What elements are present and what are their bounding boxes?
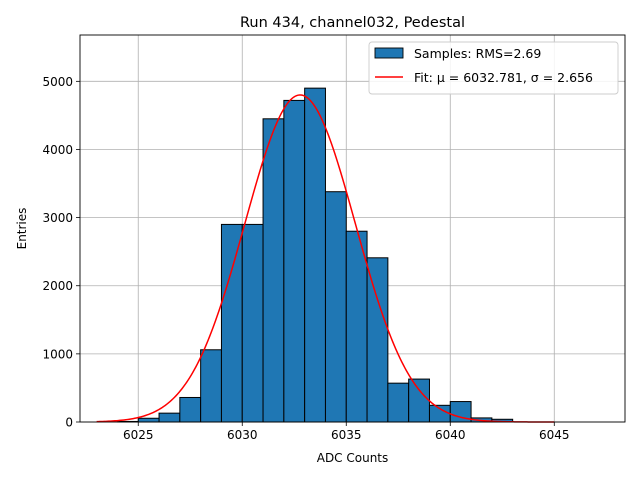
fit-curve-layer	[96, 94, 555, 423]
histogram-bar	[387, 382, 410, 423]
x-tick-label: 6030	[227, 428, 258, 442]
chart-title: Run 434, channel032, Pedestal	[240, 15, 465, 31]
histogram-bar	[324, 191, 347, 423]
y-tick-label: 5000	[42, 75, 73, 89]
histogram-bar	[158, 412, 181, 423]
x-tick-label: 6035	[331, 428, 362, 442]
x-tick-label: 6045	[539, 428, 570, 442]
y-tick-label: 3000	[42, 211, 73, 225]
y-tick-label: 2000	[42, 279, 73, 293]
histogram-bar	[137, 417, 160, 423]
legend-histogram-swatch	[374, 47, 404, 59]
y-tick-label: 0	[65, 416, 73, 430]
legend-histogram-label: Samples: RMS=2.69	[414, 46, 541, 61]
histogram-bar	[345, 230, 368, 423]
legend: Samples: RMS=2.69 Fit: μ = 6032.781, σ =…	[368, 41, 619, 95]
histogram-bar	[283, 99, 306, 423]
histogram-bar	[241, 223, 264, 423]
x-tick-label: 6040	[435, 428, 466, 442]
x-tick-label: 6025	[123, 428, 154, 442]
y-axis-label: Entries	[15, 208, 29, 250]
histogram-bar	[304, 87, 326, 423]
x-axis-ticks: 6025 6030 6035 6040 6045	[123, 422, 570, 442]
histogram-bar	[408, 378, 430, 423]
histogram-bar	[220, 223, 243, 423]
plot-frame	[79, 34, 626, 423]
y-axis-ticks: 0 1000 2000 3000 4000 5000	[42, 75, 80, 430]
fit-curve	[96, 94, 555, 423]
histogram-bar	[262, 118, 285, 423]
histogram-bar	[200, 349, 222, 423]
x-axis-label: ADC Counts	[317, 451, 389, 465]
histogram-bar	[366, 257, 389, 423]
histogram-bars	[116, 87, 514, 423]
y-tick-label: 1000	[42, 347, 73, 361]
y-tick-label: 4000	[42, 143, 73, 157]
legend-fit-label: Fit: μ = 6032.781, σ = 2.656	[414, 70, 593, 85]
histogram-bar	[179, 396, 202, 423]
legend-frame	[368, 41, 619, 95]
